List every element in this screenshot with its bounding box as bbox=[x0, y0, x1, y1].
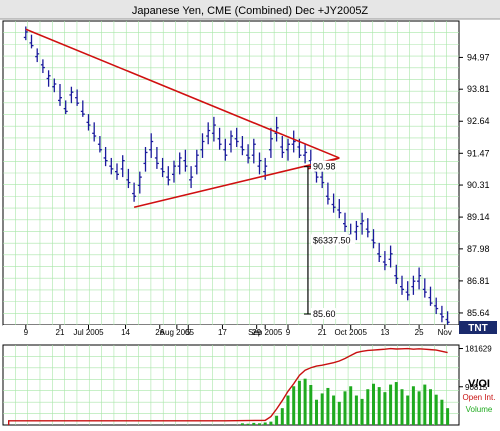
tnt-logo-text: TNT bbox=[468, 323, 487, 334]
volume-grid bbox=[3, 345, 459, 425]
volume-bar bbox=[372, 383, 375, 425]
volume-bar bbox=[343, 391, 347, 425]
volume-bar bbox=[286, 395, 290, 425]
date-tick-label: Aug 2005 bbox=[160, 328, 195, 337]
tnt-logo: TNT bbox=[459, 321, 497, 334]
volume-bar bbox=[337, 401, 341, 425]
volume-bar bbox=[417, 391, 421, 425]
volume-bar bbox=[360, 398, 364, 425]
date-axis-band bbox=[3, 325, 459, 345]
volume-bar bbox=[275, 415, 279, 425]
date-tick-label: 5 bbox=[186, 328, 191, 337]
volume-y-axis: 181629 90815 bbox=[459, 345, 492, 392]
legend-open-interest: Open Int. bbox=[463, 393, 496, 402]
price-y-tick-label: 89.14 bbox=[467, 212, 490, 222]
date-tick-label: 21 bbox=[56, 328, 65, 337]
date-tick-label: 25 bbox=[415, 328, 424, 337]
volume-bars bbox=[240, 378, 450, 425]
date-tick-label: Nov bbox=[438, 328, 452, 337]
open-interest-line bbox=[7, 347, 448, 425]
volume-panel-title: V/OI bbox=[468, 378, 490, 390]
date-tick-label: 9 bbox=[24, 328, 29, 337]
volume-bar bbox=[394, 382, 398, 425]
volume-bar bbox=[389, 384, 393, 425]
volume-bar bbox=[377, 387, 381, 425]
volume-y-tick-label: 181629 bbox=[465, 345, 492, 354]
measure-top-bg bbox=[310, 160, 336, 172]
volume-bar bbox=[280, 408, 284, 425]
date-tick-label: 13 bbox=[380, 328, 389, 337]
title-bar bbox=[0, 0, 500, 19]
volume-bar bbox=[246, 423, 250, 425]
date-tick-label: 26 bbox=[155, 328, 164, 337]
price-y-tick-label: 94.97 bbox=[467, 52, 490, 62]
trendline bbox=[133, 157, 340, 209]
volume-bar bbox=[309, 385, 313, 425]
volume-bar bbox=[400, 389, 404, 425]
volume-bar bbox=[326, 387, 330, 425]
measure-bottom-bg bbox=[310, 308, 336, 320]
date-tick-label: Oct 2005 bbox=[334, 328, 367, 337]
date-tick-label: 29 bbox=[252, 328, 261, 337]
volume-bar bbox=[240, 423, 244, 425]
price-y-tick-label: 90.31 bbox=[467, 180, 490, 190]
volume-bar bbox=[349, 386, 353, 425]
price-y-tick-label: 87.98 bbox=[467, 244, 490, 254]
date-tick-label: Sep 2005 bbox=[248, 328, 283, 337]
measure-bottom-label: 85.60 bbox=[313, 309, 336, 319]
measure-tool: 90.98 $6337.50 85.60 bbox=[303, 160, 355, 320]
volume-bar bbox=[320, 393, 324, 425]
price-y-tick-label: 91.47 bbox=[467, 148, 490, 158]
price-y-tick-label: 92.64 bbox=[467, 116, 490, 126]
price-y-tick-label: 93.81 bbox=[467, 84, 490, 94]
date-tick-label: 14 bbox=[121, 328, 130, 337]
volume-bar bbox=[263, 422, 267, 425]
date-tick-label: 9 bbox=[286, 328, 291, 337]
measure-range-bg bbox=[310, 234, 355, 246]
price-y-tick-label: 85.64 bbox=[467, 308, 490, 318]
volume-bar bbox=[429, 389, 432, 425]
volume-bar bbox=[440, 399, 444, 425]
volume-bar bbox=[303, 378, 307, 425]
measure-top-label: 90.98 bbox=[313, 162, 336, 172]
volume-bar bbox=[383, 392, 387, 425]
date-tick-label: 17 bbox=[218, 328, 227, 337]
volume-bar bbox=[366, 389, 370, 425]
volume-bar bbox=[446, 408, 450, 425]
trendline bbox=[25, 28, 340, 159]
open-interest-series bbox=[7, 347, 448, 425]
volume-panel-frame bbox=[2, 344, 460, 426]
volume-bar bbox=[297, 380, 301, 425]
volume-bar bbox=[269, 421, 273, 425]
volume-bar bbox=[434, 394, 438, 425]
volume-bar bbox=[354, 395, 358, 425]
price-bars bbox=[23, 26, 450, 325]
price-y-tick-label: 86.81 bbox=[467, 276, 490, 286]
volume-bar bbox=[252, 422, 256, 425]
legend-volume: Volume bbox=[466, 405, 493, 414]
volume-bar bbox=[258, 423, 261, 425]
price-grid bbox=[3, 21, 459, 325]
volume-bar bbox=[423, 384, 427, 425]
date-tick-label: Jul 2005 bbox=[73, 328, 104, 337]
date-tick-label: 21 bbox=[318, 328, 327, 337]
measure-range-label: $6337.50 bbox=[313, 235, 351, 245]
volume-bar bbox=[332, 395, 336, 425]
volume-bar bbox=[411, 386, 415, 425]
volume-bar bbox=[315, 399, 318, 425]
volume-bar bbox=[292, 386, 296, 425]
volume-bar bbox=[406, 395, 410, 425]
chart-title: Japanese Yen, CME (Combined) Dec +JY2005… bbox=[132, 5, 369, 17]
price-y-axis: 94.97 93.81 92.64 91.47 90.31 89.14 87.98 86.81… bbox=[459, 52, 490, 318]
volume-y-tick-label: 90815 bbox=[465, 383, 488, 392]
